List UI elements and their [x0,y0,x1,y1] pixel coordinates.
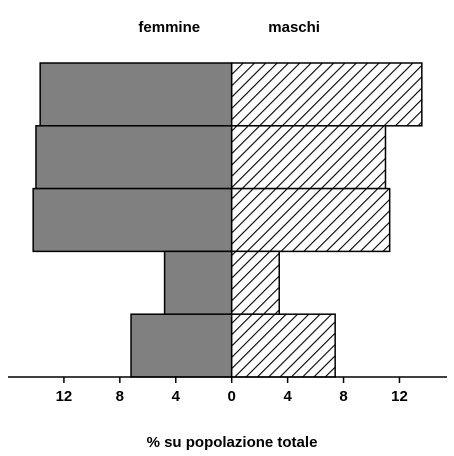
legend-label: femmine [138,19,200,36]
bar [130,313,233,378]
x-tick-label: 4 [172,388,181,405]
x-tick-label: 0 [228,388,236,405]
bar [32,187,233,253]
legend-label: maschi [268,19,320,36]
bar [230,313,336,378]
bar [230,125,387,190]
x-tick-label: 12 [56,388,73,405]
x-tick-label: 12 [391,388,408,405]
bar [230,250,280,315]
bar [230,62,423,127]
x-axis-label: % su popolazione totale [147,434,318,451]
bar [163,250,233,315]
bar [230,187,391,253]
x-tick-label: 8 [116,388,124,405]
bar [39,62,233,127]
x-tick-label: 8 [339,388,347,405]
x-tick-label: 4 [283,388,292,405]
bar [35,125,233,190]
